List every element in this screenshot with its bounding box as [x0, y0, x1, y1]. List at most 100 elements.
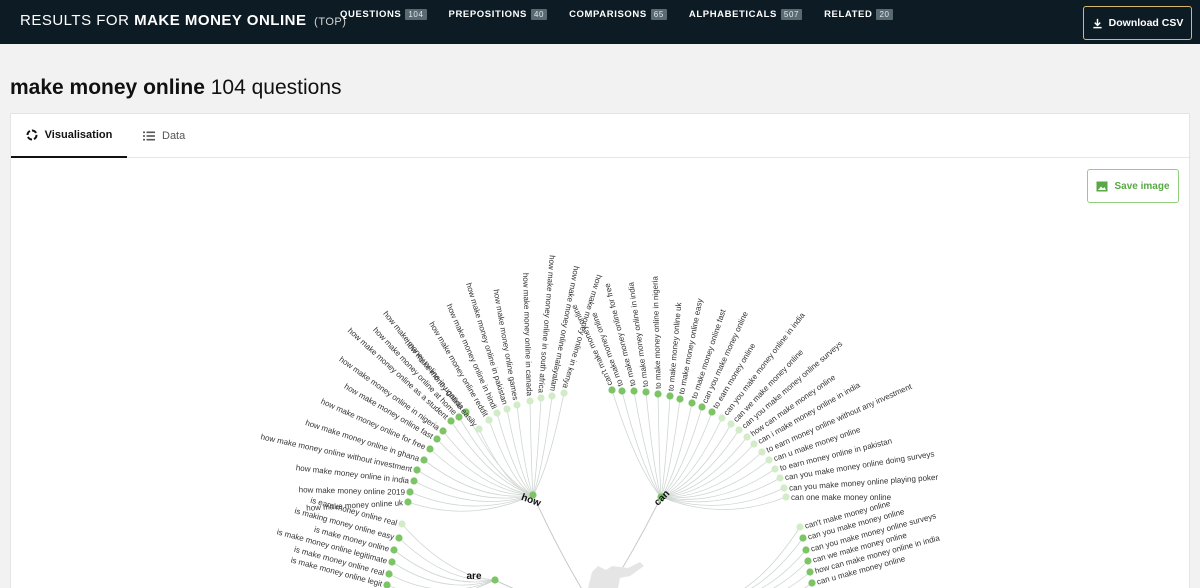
- question-node[interactable]: [455, 413, 463, 421]
- results-title: RESULTS FOR MAKE MONEY ONLINE (TOP): [20, 12, 346, 29]
- hub-connector: [609, 496, 662, 588]
- question-node[interactable]: [708, 408, 716, 416]
- nav-alphabeticals[interactable]: ALPHABETICALS 507: [689, 9, 803, 20]
- question-node[interactable]: [654, 390, 662, 398]
- question-node[interactable]: [462, 408, 470, 416]
- question-link: [761, 549, 807, 588]
- question-node[interactable]: [406, 488, 414, 496]
- question-node[interactable]: [439, 427, 447, 435]
- nav-related-count: 20: [876, 9, 893, 20]
- question-link: [393, 549, 496, 583]
- question-label[interactable]: can one make money online: [791, 493, 892, 502]
- question-label[interactable]: how make money online in canada: [521, 273, 534, 397]
- question-node[interactable]: [413, 466, 421, 474]
- question-node[interactable]: [485, 416, 493, 424]
- question-label[interactable]: how make money online 2019: [299, 485, 406, 497]
- question-link: [660, 395, 671, 498]
- question-link: [506, 408, 534, 496]
- page-title: make money online 104 questions: [10, 76, 342, 100]
- nav-comparisons-label: COMPARISONS: [569, 9, 647, 20]
- question-node[interactable]: [503, 405, 511, 413]
- question-link: [423, 459, 534, 497]
- nav-prepositions[interactable]: PREPOSITIONS 40: [449, 9, 548, 20]
- question-node[interactable]: [426, 445, 434, 453]
- spinner-ring-icon: [26, 129, 38, 141]
- question-link: [532, 395, 553, 496]
- question-node[interactable]: [802, 546, 810, 554]
- hub-node[interactable]: [491, 576, 499, 584]
- hub-node[interactable]: [529, 491, 537, 499]
- question-node[interactable]: [537, 394, 545, 402]
- question-node[interactable]: [433, 435, 441, 443]
- question-link: [660, 406, 703, 498]
- question-node[interactable]: [642, 388, 650, 396]
- question-node[interactable]: [750, 440, 758, 448]
- hub-connector: [532, 494, 582, 588]
- question-node[interactable]: [526, 397, 534, 405]
- question-node[interactable]: [383, 581, 391, 588]
- nav-questions[interactable]: QUESTIONS 104: [340, 9, 427, 20]
- question-node[interactable]: [688, 399, 696, 407]
- question-node[interactable]: [771, 465, 779, 473]
- silhouette-figure: [588, 562, 644, 588]
- question-node[interactable]: [727, 420, 735, 428]
- question-node[interactable]: [608, 386, 616, 394]
- question-node[interactable]: [718, 414, 726, 422]
- question-node[interactable]: [796, 523, 804, 531]
- question-link: [660, 423, 732, 498]
- question-node[interactable]: [776, 474, 784, 482]
- question-link: [407, 494, 534, 512]
- question-node[interactable]: [475, 425, 483, 433]
- view-tabs: Visualisation Data: [11, 114, 1191, 158]
- question-node[interactable]: [780, 484, 788, 492]
- question-node[interactable]: [398, 520, 406, 528]
- download-csv-label: Download CSV: [1108, 17, 1184, 29]
- results-mode: (TOP): [314, 16, 347, 28]
- question-node[interactable]: [404, 498, 412, 506]
- question-node[interactable]: [560, 389, 568, 397]
- question-link: [660, 417, 723, 498]
- question-node[interactable]: [799, 534, 807, 542]
- question-link: [398, 537, 496, 581]
- tab-data[interactable]: Data: [143, 114, 185, 158]
- question-node[interactable]: [513, 401, 521, 409]
- question-node[interactable]: [666, 392, 674, 400]
- question-node[interactable]: [618, 387, 626, 395]
- download-csv-button[interactable]: Download CSV: [1083, 6, 1192, 40]
- nav-comparisons[interactable]: COMPARISONS 65: [569, 9, 667, 20]
- question-node[interactable]: [630, 387, 638, 395]
- question-node[interactable]: [390, 546, 398, 554]
- question-node[interactable]: [806, 568, 814, 576]
- question-link: [660, 436, 748, 498]
- question-label[interactable]: to make money online in nigeria: [650, 275, 662, 389]
- question-node[interactable]: [743, 433, 751, 441]
- question-node[interactable]: [808, 579, 816, 587]
- question-link: [429, 448, 534, 496]
- question-link: [478, 428, 534, 496]
- nav-alphabeticals-count: 507: [780, 9, 803, 20]
- question-node[interactable]: [385, 570, 393, 578]
- question-node[interactable]: [447, 417, 455, 425]
- tab-visualisation[interactable]: Visualisation: [11, 114, 127, 158]
- question-link: [660, 443, 755, 498]
- question-node[interactable]: [548, 392, 556, 400]
- question-link: [450, 420, 534, 496]
- nav-related[interactable]: RELATED 20: [824, 9, 893, 20]
- save-image-button[interactable]: Save image: [1087, 169, 1179, 203]
- question-node[interactable]: [735, 426, 743, 434]
- question-link: [660, 496, 787, 510]
- question-node[interactable]: [804, 557, 812, 565]
- results-nav: QUESTIONS 104 PREPOSITIONS 40 COMPARISON…: [340, 9, 915, 20]
- hub-node[interactable]: [657, 493, 665, 501]
- question-node[interactable]: [493, 409, 501, 417]
- question-node[interactable]: [420, 456, 428, 464]
- question-node[interactable]: [388, 558, 396, 566]
- question-node[interactable]: [782, 493, 790, 501]
- question-node[interactable]: [676, 395, 684, 403]
- question-node[interactable]: [410, 477, 418, 485]
- question-node[interactable]: [758, 448, 766, 456]
- question-node[interactable]: [765, 456, 773, 464]
- question-node[interactable]: [698, 403, 706, 411]
- question-node[interactable]: [395, 534, 403, 542]
